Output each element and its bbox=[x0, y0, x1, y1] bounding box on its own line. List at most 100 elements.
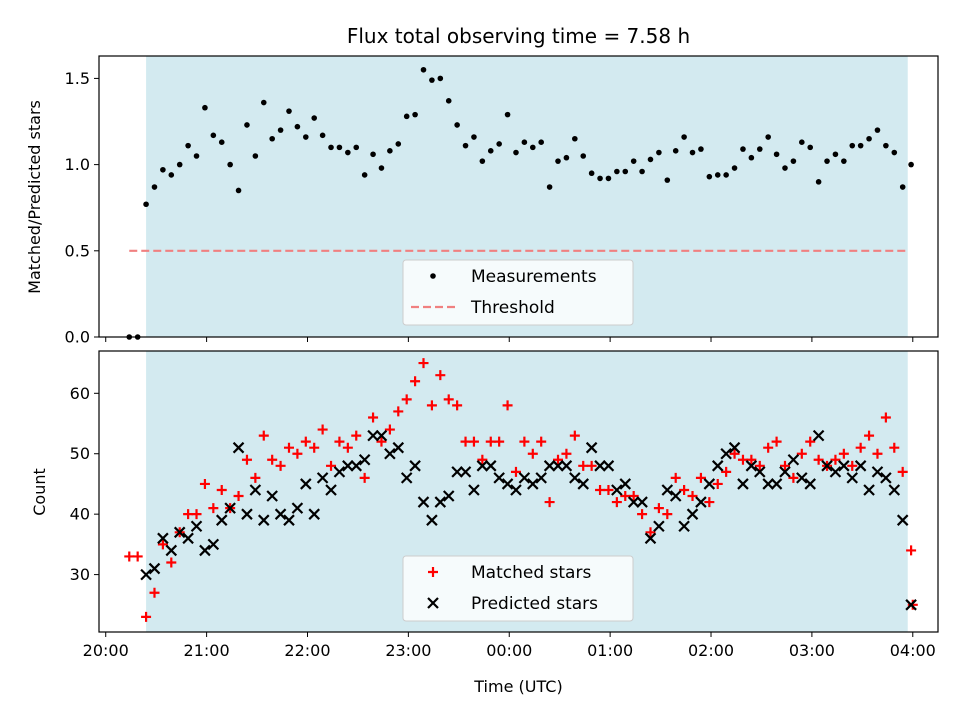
bottom-data-point bbox=[501, 478, 514, 490]
bottom-data-point bbox=[737, 454, 748, 465]
top-data-point bbox=[714, 172, 721, 178]
top-data-point bbox=[731, 165, 738, 171]
bottom-data-point bbox=[687, 491, 698, 502]
top-legend: Measurements Threshold bbox=[402, 259, 634, 326]
top-data-point bbox=[160, 166, 166, 173]
top-data-point bbox=[832, 151, 839, 158]
top-data-point bbox=[529, 144, 536, 151]
bottom-data-point bbox=[317, 424, 328, 435]
bottom-data-point bbox=[569, 430, 580, 441]
bottom-data-point bbox=[695, 472, 706, 483]
bottom-data-point bbox=[384, 447, 396, 460]
top-data-point bbox=[185, 142, 191, 149]
top-y-tick-label: 0.0 bbox=[65, 328, 90, 347]
bottom-data-point bbox=[888, 484, 901, 496]
bottom-panel: Time (UTC) Count 30 40 50 60 20:00 21:00 22:00… bbox=[30, 350, 939, 696]
bottom-data-point bbox=[140, 568, 152, 581]
bottom-data-point bbox=[880, 412, 891, 423]
bottom-data-point bbox=[476, 460, 489, 472]
top-data-point bbox=[538, 139, 544, 145]
legend-label: Matched stars bbox=[471, 563, 591, 583]
bottom-data-point bbox=[821, 460, 833, 472]
top-data-point bbox=[336, 144, 343, 151]
top-data-point bbox=[580, 153, 587, 159]
top-data-point bbox=[370, 151, 376, 158]
bottom-data-point bbox=[753, 466, 766, 478]
bottom-data-point bbox=[308, 508, 320, 520]
bottom-data-point bbox=[368, 412, 379, 423]
bottom-x-tick-label: 22:00 bbox=[284, 641, 330, 660]
top-data-point bbox=[378, 165, 385, 171]
bottom-data-point bbox=[527, 448, 538, 459]
bottom-data-point bbox=[207, 538, 220, 551]
bottom-series-1 bbox=[140, 429, 917, 611]
bottom-data-point bbox=[611, 497, 622, 508]
bottom-data-point bbox=[191, 509, 202, 520]
bottom-series-0 bbox=[124, 358, 918, 622]
bottom-data-point bbox=[224, 502, 236, 514]
legend-marker bbox=[428, 567, 438, 577]
top-data-point bbox=[429, 77, 435, 83]
bottom-x-tick-label: 04:00 bbox=[890, 641, 936, 660]
top-data-point bbox=[756, 146, 763, 152]
bottom-data-point bbox=[763, 442, 774, 453]
top-y-tick-label: 0.5 bbox=[65, 241, 90, 260]
top-data-point bbox=[269, 135, 275, 142]
top-data-point bbox=[303, 134, 309, 140]
top-data-point bbox=[395, 141, 402, 147]
bottom-data-point bbox=[779, 460, 790, 471]
bottom-data-point bbox=[603, 484, 614, 495]
top-data-point bbox=[908, 161, 914, 168]
bottom-data-point bbox=[644, 532, 657, 545]
top-data-point bbox=[782, 165, 788, 171]
bottom-legend: Matched stars Predicted stars bbox=[402, 555, 634, 622]
top-data-point bbox=[849, 142, 856, 149]
bottom-data-point bbox=[326, 460, 337, 471]
bottom-data-point bbox=[679, 484, 690, 495]
bottom-data-point bbox=[451, 466, 463, 478]
bottom-data-point bbox=[754, 460, 765, 471]
bottom-data-point bbox=[829, 466, 842, 478]
bottom-data-point bbox=[670, 472, 681, 483]
top-data-point bbox=[883, 142, 889, 149]
top-data-point bbox=[504, 111, 511, 118]
chart-title: Flux total observing time = 7.58 h bbox=[347, 24, 690, 48]
bottom-data-point bbox=[208, 503, 219, 514]
bottom-data-point bbox=[779, 466, 791, 478]
bottom-data-point bbox=[812, 429, 825, 442]
top-data-point bbox=[168, 172, 175, 178]
bottom-data-point bbox=[468, 484, 480, 496]
bottom-data-point bbox=[401, 394, 412, 405]
top-data-point bbox=[521, 139, 528, 145]
bottom-data-point bbox=[620, 491, 631, 502]
bottom-data-point bbox=[880, 472, 892, 484]
top-data-point bbox=[681, 134, 687, 140]
top-data-point bbox=[260, 99, 267, 106]
bottom-data-point bbox=[359, 472, 370, 483]
bottom-data-point bbox=[907, 599, 918, 610]
bottom-data-point bbox=[889, 442, 900, 453]
legend-marker bbox=[427, 597, 439, 609]
top-data-point bbox=[445, 98, 452, 104]
top-data-point bbox=[824, 158, 830, 164]
bottom-data-point bbox=[762, 478, 774, 490]
bottom-data-point bbox=[443, 394, 454, 405]
top-data-point bbox=[286, 108, 292, 114]
bottom-data-point bbox=[561, 448, 572, 459]
top-data-point bbox=[437, 75, 444, 82]
bottom-data-point bbox=[375, 429, 388, 442]
legend-box bbox=[402, 259, 634, 326]
top-data-point bbox=[151, 184, 158, 190]
top-data-point bbox=[176, 161, 183, 168]
bottom-data-point bbox=[275, 460, 286, 471]
top-data-point bbox=[891, 149, 898, 156]
bottom-data-point bbox=[720, 447, 732, 460]
top-data-point bbox=[698, 146, 704, 152]
bottom-data-point bbox=[872, 448, 883, 459]
bottom-data-point bbox=[770, 478, 783, 490]
top-data-point bbox=[765, 134, 771, 140]
bottom-data-point bbox=[283, 442, 294, 453]
bottom-data-point bbox=[553, 454, 564, 465]
bottom-data-point bbox=[787, 453, 800, 466]
bottom-data-point bbox=[577, 478, 590, 490]
